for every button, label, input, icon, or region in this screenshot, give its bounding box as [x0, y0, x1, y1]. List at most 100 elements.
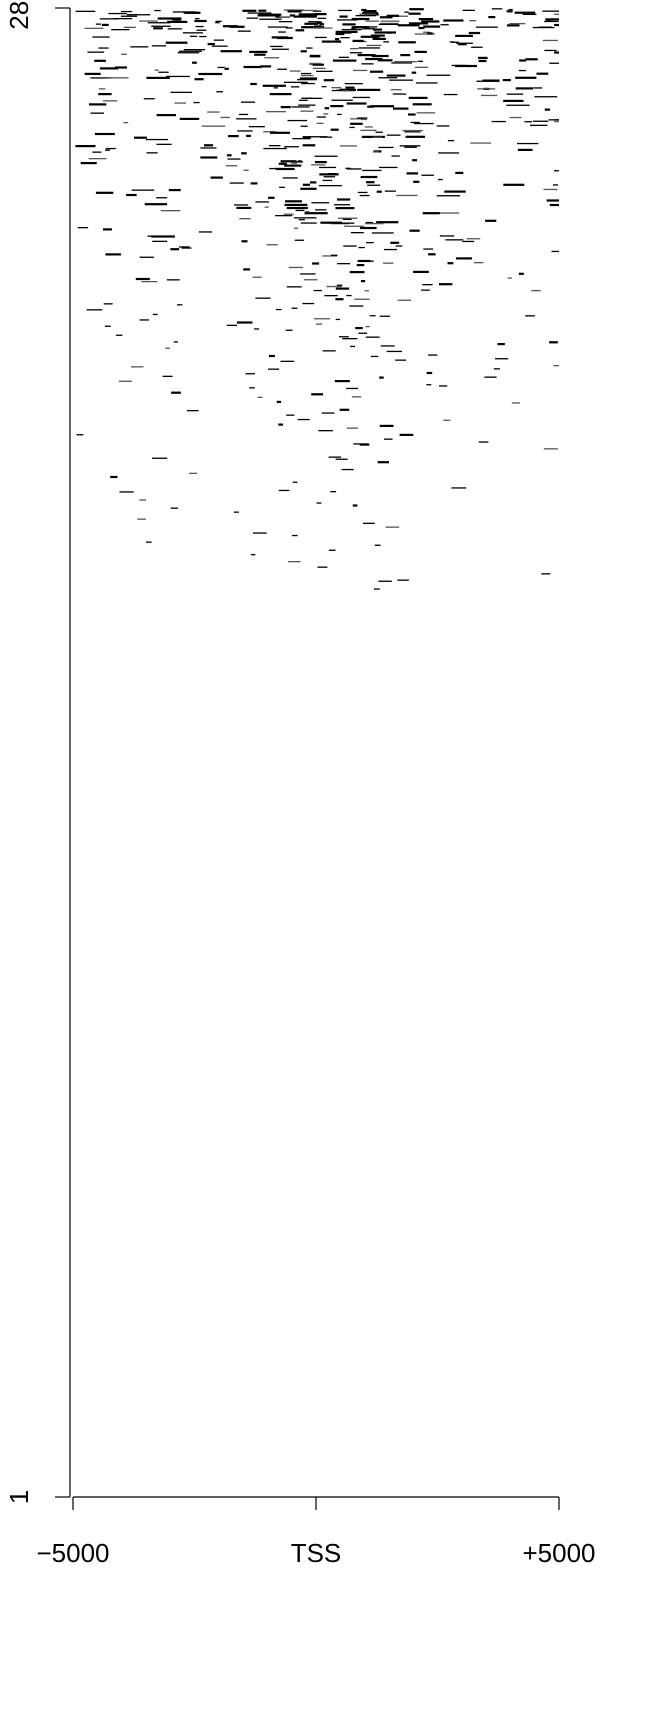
signal-mark — [302, 144, 316, 147]
signal-mark — [331, 254, 338, 256]
signal-mark — [123, 26, 136, 28]
signal-mark — [301, 82, 315, 85]
signal-mark — [236, 206, 252, 209]
signal-mark — [375, 131, 383, 133]
signal-mark — [350, 28, 356, 30]
signal-mark — [362, 28, 375, 30]
signal-mark — [397, 299, 411, 301]
signal-mark — [488, 16, 496, 19]
signal-mark — [408, 12, 421, 15]
signal-mark — [542, 10, 559, 12]
signal-mark — [236, 118, 257, 120]
signal-mark — [107, 77, 129, 79]
signal-mark — [95, 23, 101, 25]
signal-mark — [207, 111, 220, 113]
signal-mark — [509, 116, 522, 119]
signal-mark — [335, 458, 348, 460]
signal-mark — [92, 36, 110, 38]
signal-mark — [423, 248, 434, 250]
signal-mark — [269, 93, 292, 96]
signal-mark — [99, 18, 119, 20]
signal-mark — [409, 229, 420, 232]
signal-mark — [103, 303, 113, 305]
signal-mark — [292, 481, 298, 483]
signal-mark — [246, 134, 251, 137]
signal-mark — [297, 418, 310, 421]
signal-mark — [167, 20, 188, 23]
signal-mark — [263, 131, 277, 133]
signal-mark — [139, 499, 146, 501]
signal-mark — [451, 41, 459, 43]
signal-mark — [302, 183, 310, 186]
signal-mark — [225, 165, 238, 167]
signal-mark — [362, 12, 378, 15]
signal-mark — [554, 170, 559, 172]
signal-mark — [257, 14, 280, 17]
signal-mark — [120, 15, 138, 17]
signal-mark — [456, 257, 472, 260]
signal-mark — [284, 81, 308, 83]
signal-mark — [139, 20, 158, 22]
signal-mark — [309, 62, 322, 65]
signal-mark — [386, 350, 402, 353]
signal-mark — [131, 189, 155, 191]
signal-mark — [359, 443, 370, 446]
signal-mark — [105, 149, 110, 151]
signal-mark — [323, 113, 329, 115]
signal-mark — [179, 246, 190, 248]
signal-mark — [455, 171, 464, 174]
signal-mark — [337, 198, 351, 201]
signal-mark — [484, 376, 497, 378]
signal-mark — [250, 82, 257, 86]
signal-mark — [554, 23, 559, 27]
signal-mark — [390, 241, 400, 244]
signal-mark — [216, 91, 224, 93]
signal-mark — [530, 124, 548, 126]
signal-mark — [339, 15, 348, 18]
signal-mark — [482, 79, 500, 82]
signal-mark — [404, 146, 417, 148]
signal-mark — [314, 25, 321, 27]
signal-mark — [77, 227, 89, 229]
signal-mark — [378, 146, 394, 149]
signal-mark — [324, 295, 338, 297]
signal-mark — [546, 199, 559, 202]
signal-mark — [160, 210, 181, 212]
signal-mark — [291, 307, 298, 309]
signal-mark — [321, 412, 335, 414]
signal-mark — [152, 313, 158, 316]
signal-mark — [98, 88, 106, 90]
signal-mark — [258, 9, 267, 12]
signal-mark — [224, 67, 229, 70]
signal-mark — [311, 393, 323, 396]
signal-mark — [300, 273, 316, 275]
signal-mark — [302, 136, 312, 139]
signal-mark — [378, 23, 400, 25]
signal-mark — [246, 17, 258, 19]
signal-mark — [470, 142, 492, 144]
signal-mark — [502, 79, 511, 82]
signal-mark — [473, 262, 484, 264]
signal-mark — [278, 489, 290, 492]
signal-mark — [114, 66, 127, 69]
signal-mark — [546, 19, 551, 22]
signal-mark — [135, 277, 150, 281]
signal-mark — [248, 126, 265, 128]
signal-mark — [291, 106, 310, 108]
signal-mark — [350, 118, 364, 120]
signal-mark — [418, 18, 434, 21]
signal-mark — [522, 13, 537, 15]
signal-mark — [383, 41, 389, 43]
signal-mark — [280, 16, 290, 18]
signal-mark — [269, 145, 281, 147]
signal-mark — [183, 49, 206, 51]
signal-mark — [194, 19, 207, 23]
signal-mark — [279, 21, 293, 23]
signal-mark — [335, 30, 358, 33]
signal-mark — [405, 135, 425, 138]
signal-mark — [478, 441, 489, 443]
signal-mark — [507, 277, 512, 279]
signal-mark — [322, 179, 332, 182]
signal-mark — [524, 121, 532, 123]
signal-mark — [346, 102, 367, 105]
